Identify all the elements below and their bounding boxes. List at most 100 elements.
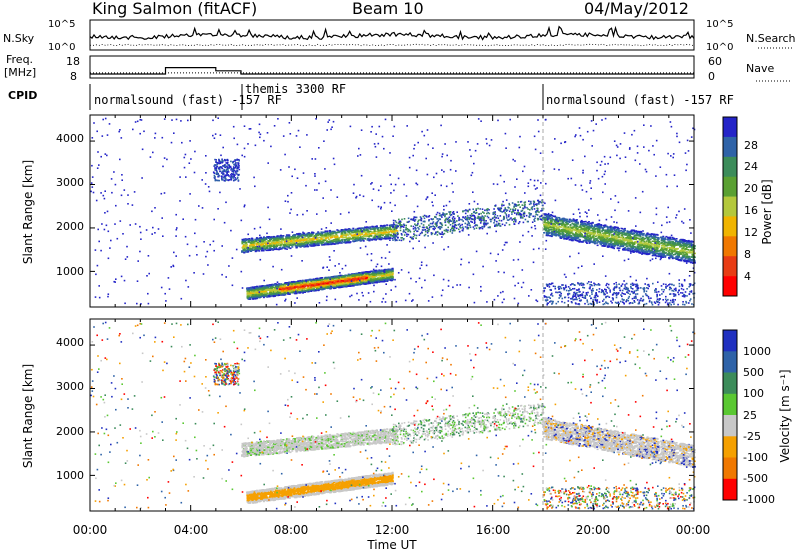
power-echo [386,231,389,234]
power-echo [279,236,282,238]
power-echo [301,243,304,246]
power-echo [276,237,279,239]
power-echo [651,252,654,254]
power-echo [296,245,299,248]
power-echo [409,236,412,238]
power-echo [413,233,415,235]
power-echo [426,227,428,229]
power-echo [307,285,310,288]
power-echo [392,223,395,226]
power-echo [424,230,427,233]
power-echo [520,210,523,212]
power-echo [259,247,262,249]
power-echo [445,230,448,232]
power-echo [431,222,434,225]
power-echo [449,229,452,231]
power-echo [465,209,467,211]
power-echo [414,223,416,225]
power-echo [264,248,267,251]
power-echo [355,237,357,239]
power-echo [249,291,252,293]
power-echo [393,235,396,237]
power-echo [303,241,306,244]
power-echo [481,208,484,210]
power-echo [447,221,449,223]
power-echo [256,294,259,296]
power-echo [359,229,362,232]
power-echo [519,212,522,215]
power-echo [497,222,500,225]
power-echo [419,216,422,218]
power-echo [388,274,391,276]
power-echo [305,233,308,236]
power-echo [351,281,354,284]
power-echo [493,222,495,224]
power-echo [242,245,245,248]
power-echo [371,225,374,228]
power-echo [298,291,301,293]
power-echo [338,240,341,242]
power-echo [343,275,346,278]
power-echo [306,233,309,235]
power-echo [391,278,393,281]
power-echo [520,216,522,219]
power-echo [466,227,469,230]
power-echo [447,229,449,231]
power-echo [264,287,267,290]
power-echo [246,297,249,299]
power-echo [360,232,363,234]
power-echo [396,230,399,232]
power-echo [481,225,483,228]
power-echo [368,276,370,279]
power-echo [247,240,250,243]
noise-panel: N.Sky N.Search 10^5 10^0 10^5 10^0 [3,19,796,53]
power-echo [337,231,340,234]
power-echo [614,239,617,242]
power-echo [431,218,434,221]
power-echo [283,286,286,288]
power-echo [412,238,414,240]
power-echo [343,230,346,233]
power-echo [428,215,430,218]
power-echo [459,230,461,233]
power-echo [327,235,330,238]
power-echo [432,228,434,230]
power-echo [366,228,369,230]
power-echo [371,272,374,274]
power-echo [332,284,335,286]
power-echo [315,234,318,236]
power-echo [336,229,339,231]
power-echo [262,238,265,241]
power-echo [348,231,351,234]
power-echo [407,217,410,220]
power-echo [430,233,433,236]
power-echo [337,240,340,243]
power-echo [512,209,515,212]
power-echo [310,233,313,236]
power-echo [396,237,399,239]
power-echo [303,286,306,288]
power-echo [453,221,455,224]
power-echo [441,224,444,227]
power-echo [514,208,517,210]
power-echo [376,270,379,272]
power-echo [470,215,472,218]
power-echo [483,221,486,223]
power-echo [259,245,262,247]
power-echo [371,232,374,235]
power-echo [520,200,523,203]
power-echo [376,227,379,230]
power-echo [261,246,264,249]
power-echo [326,237,329,239]
power-echo [279,292,282,295]
power-echo [414,229,417,231]
power-echo [319,277,322,279]
power-echo [351,234,354,237]
power-echo [558,228,561,230]
power-echo [385,274,388,276]
power-echo [250,296,253,299]
power-echo [358,238,361,241]
power-echo [537,202,540,205]
power-echo [515,219,517,221]
power-echo [490,218,493,221]
